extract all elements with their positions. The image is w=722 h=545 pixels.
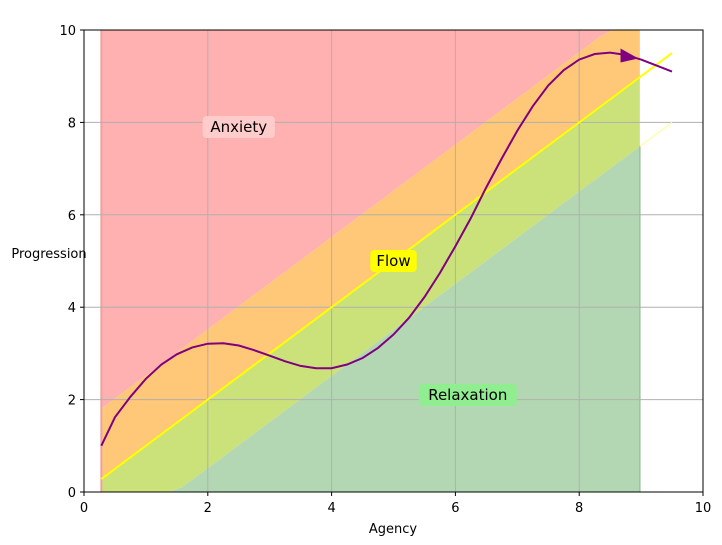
y-tick-label: 0 (68, 486, 76, 501)
annotation-relaxation: Relaxation (418, 383, 517, 406)
annotation-label: Anxiety (210, 118, 267, 136)
plot-frame (83, 29, 704, 493)
x-tick-label: 10 (695, 501, 712, 516)
x-axis-label: Agency (369, 522, 418, 537)
ticks-layer: 0 2 4 6 8 10 0 2 4 6 8 10 (59, 24, 711, 516)
y-tick-label: 8 (68, 116, 76, 131)
y-axis-label: Progression (11, 247, 86, 262)
y-tick-label: 6 (68, 209, 76, 224)
trajectory-line (100, 51, 673, 447)
annotation-box (202, 116, 275, 139)
x-tick-label: 6 (451, 501, 459, 516)
annotation-box (370, 250, 417, 272)
annotation-label: Relaxation (428, 386, 507, 404)
y-tick-label: 4 (68, 301, 76, 316)
annotation-label: Flow (376, 252, 410, 270)
annotations-layer: Anxiety Flow Relaxation (202, 116, 517, 406)
annotation-flow: Flow (370, 250, 417, 272)
flow-lower-region (101, 77, 640, 493)
x-tick-label: 4 (327, 501, 335, 516)
y-tick-label: 10 (59, 24, 76, 39)
trajectory-arrowhead (620, 48, 639, 63)
annotation-anxiety: Anxiety (202, 116, 275, 139)
x-tick-label: 2 (204, 501, 212, 516)
x-tick-label: 0 (80, 501, 88, 516)
x-tick-label: 8 (575, 501, 583, 516)
boredom-line-extension (639, 121, 673, 147)
annotation-box (418, 383, 517, 406)
trajectory-layer (100, 48, 673, 447)
grid-layer (84, 30, 703, 492)
y-tick-label: 2 (68, 394, 76, 409)
